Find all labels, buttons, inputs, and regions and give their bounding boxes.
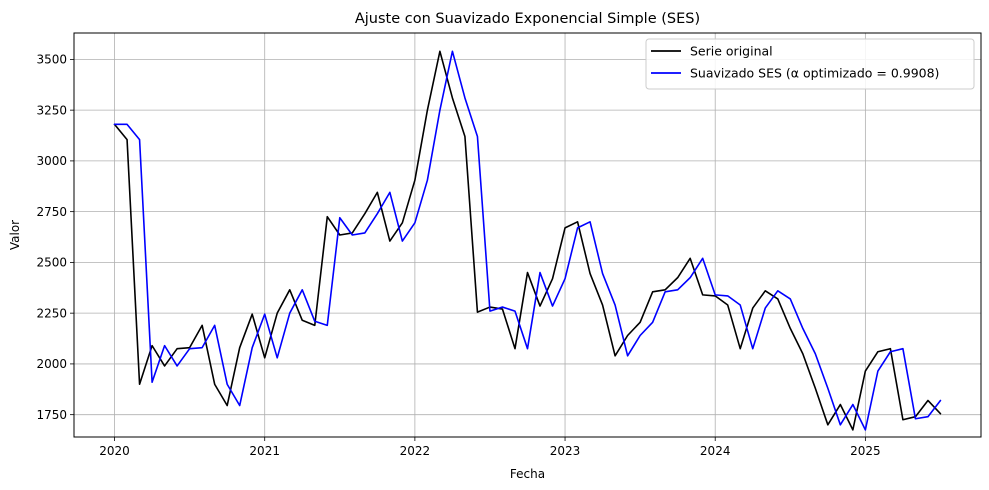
x-tick-label: 2024 xyxy=(700,444,731,458)
y-tick-label: 3500 xyxy=(36,53,67,67)
x-axis-title: Fecha xyxy=(510,467,545,481)
legend-label-suavizado-ses: Suavizado SES (α optimizado = 0.9908) xyxy=(690,66,939,81)
grid xyxy=(74,33,981,437)
y-tick-label: 2500 xyxy=(36,256,67,270)
series-lines xyxy=(113,50,942,431)
y-tick-label: 1750 xyxy=(36,408,67,422)
legend-label-serie-original: Serie original xyxy=(690,44,773,59)
series-line-serie-original xyxy=(113,50,942,431)
x-tick-label: 2020 xyxy=(99,444,130,458)
y-axis-title: Valor xyxy=(8,220,22,250)
x-tick-label: 2021 xyxy=(249,444,280,458)
x-tick-label: 2022 xyxy=(400,444,431,458)
y-tick-label: 3000 xyxy=(36,154,67,168)
axis-ticks: 2020 2021 2022 2023 2024 2025 1750 2000 2250 2500… xyxy=(36,53,880,458)
y-tick-label: 2000 xyxy=(36,357,67,371)
y-tick-label: 3250 xyxy=(36,103,67,117)
plot-frame xyxy=(73,32,982,438)
x-tick-label: 2023 xyxy=(550,444,581,458)
chart-title: Ajuste con Suavizado Exponencial Simple … xyxy=(355,11,700,27)
legend-box xyxy=(645,38,975,90)
legend: Serie original Suavizado SES (α optimiza… xyxy=(645,38,975,90)
series-line-suavizado-ses xyxy=(113,50,942,431)
y-tick-label: 2750 xyxy=(36,205,67,219)
y-tick-label: 2250 xyxy=(36,306,67,320)
x-tick-label: 2025 xyxy=(850,444,881,458)
